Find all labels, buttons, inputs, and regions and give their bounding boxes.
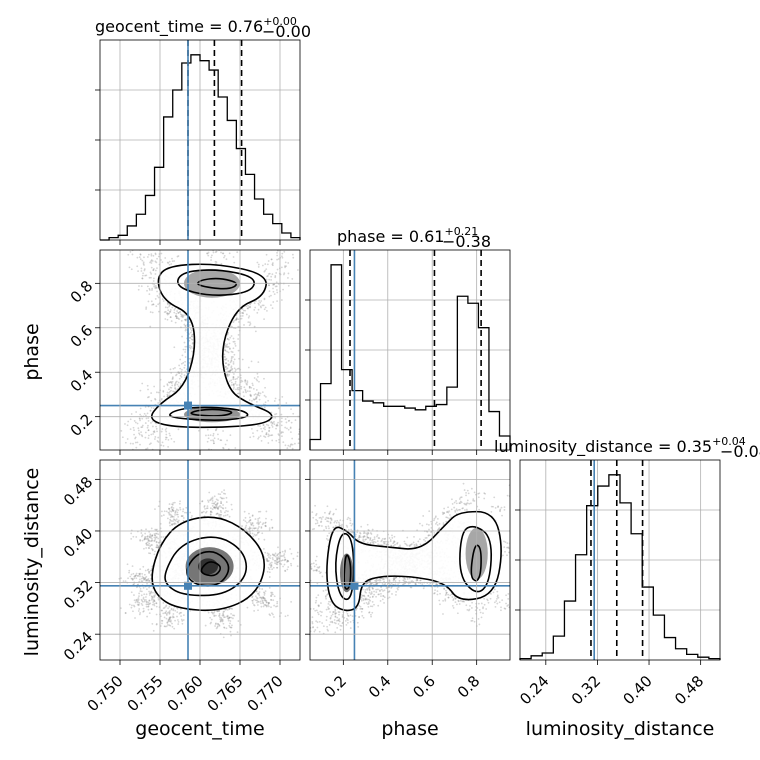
xlabel-luminosity-distance: luminosity_distance xyxy=(526,718,715,740)
x-gridlines xyxy=(342,250,478,450)
x-tick-label-phase: 0.4 xyxy=(365,672,395,702)
contour-line xyxy=(186,550,230,587)
panel-phase-vs-geocent-time: 0.2 0.4 0.6 0.8 xyxy=(67,249,301,455)
x-tick-label-geocent-time: 0.755 xyxy=(124,672,167,715)
panel-phase-hist xyxy=(305,249,511,455)
axes-frame xyxy=(519,459,721,661)
x-tick-label-geocent-time: 0.770 xyxy=(244,672,287,715)
y-gridlines xyxy=(310,478,510,635)
x-tick-label-geocent-time: 0.750 xyxy=(84,672,127,715)
title-luminosity-distance: luminosity_distance = 0.35+0.04 xyxy=(494,435,746,457)
x-tick-label-luminosity-distance: 0.24 xyxy=(516,672,552,708)
title-geocent-time: geocent_time = 0.76+0.00 xyxy=(95,15,297,37)
title-phase: phase = 0.61+0.21 xyxy=(337,225,478,246)
panel-luminosity-distance-hist: 0.24 0.32 0.40 0.48 xyxy=(515,459,721,708)
y-tick-label-luminosity-distance: 0.32 xyxy=(60,576,96,612)
panel-luminosity-distance-vs-phase: 0.2 0.4 0.6 0.8 xyxy=(305,459,511,702)
axes-frame xyxy=(309,459,511,661)
histogram-luminosity-distance xyxy=(519,474,721,660)
contour-line xyxy=(150,263,273,429)
contour-line xyxy=(190,408,233,417)
title-geocent-time-sup: +0.00 xyxy=(263,15,297,28)
contour-line xyxy=(326,510,502,612)
x-gridlines xyxy=(545,460,702,660)
x-tick-label-geocent-time: 0.765 xyxy=(204,672,247,715)
title-phase-sub: −0.38 xyxy=(442,232,491,251)
x-gridlines xyxy=(342,460,478,660)
axes-frame xyxy=(99,249,301,451)
axis-labels: geocent_time phase luminosity_distance p… xyxy=(21,323,714,740)
y-gridlines xyxy=(100,282,300,418)
ylabel-phase: phase xyxy=(21,323,43,380)
axes-frame xyxy=(99,39,301,241)
panel-geocent-time-hist xyxy=(95,39,301,245)
y-gridlines xyxy=(520,509,720,611)
title-luminosity-distance-main: luminosity_distance = 0.35 xyxy=(494,437,712,457)
contour-line xyxy=(169,406,249,421)
ylabel-luminosity-distance: luminosity_distance xyxy=(21,468,43,657)
xlabel-geocent-time: geocent_time xyxy=(135,718,264,740)
y-tick-label-phase: 0.6 xyxy=(67,321,97,351)
x-tick-label-luminosity-distance: 0.48 xyxy=(671,672,707,708)
x-tick-label-geocent-time: 0.760 xyxy=(164,672,207,715)
y-tick-label-phase: 0.8 xyxy=(67,277,97,307)
density-fill xyxy=(151,264,272,428)
truth-marker xyxy=(184,401,192,410)
y-gridlines xyxy=(100,478,300,635)
title-phase-sup: +0.21 xyxy=(444,225,478,238)
contour-line xyxy=(343,554,352,590)
title-luminosity-distance-sub: −0.04 xyxy=(720,442,760,461)
y-tick-label-luminosity-distance: 0.40 xyxy=(60,525,96,561)
axes-frame xyxy=(99,459,301,661)
histogram-phase xyxy=(309,264,511,450)
x-tick-label-luminosity-distance: 0.32 xyxy=(568,672,604,708)
histogram-geocent-time xyxy=(100,54,301,241)
y-tick-label-luminosity-distance: 0.24 xyxy=(60,628,96,664)
x-tick-label-phase: 0.8 xyxy=(454,672,484,702)
plot-area xyxy=(310,460,510,660)
title-geocent-time-main: geocent_time = 0.76 xyxy=(95,17,263,37)
truth-marker xyxy=(184,581,192,590)
contour-line xyxy=(177,269,255,296)
title-luminosity-distance-sup: +0.04 xyxy=(712,435,746,448)
x-tick-label-phase: 0.2 xyxy=(320,672,350,702)
contour-line xyxy=(200,561,222,577)
x-tick-label-luminosity-distance: 0.40 xyxy=(619,672,655,708)
titles: geocent_time = 0.76+0.00 −0.00 phase = 0… xyxy=(95,15,760,461)
x-gridlines xyxy=(119,460,281,660)
axes-frame xyxy=(309,249,511,451)
y-tick-label-phase: 0.2 xyxy=(67,410,97,440)
xlabel-phase: phase xyxy=(381,718,438,740)
x-tick-label-phase: 0.6 xyxy=(409,672,439,702)
title-phase-main: phase = 0.61 xyxy=(337,227,444,246)
y-tick-label-phase: 0.4 xyxy=(67,366,97,396)
title-geocent-time-sub: −0.00 xyxy=(262,22,311,41)
x-gridlines xyxy=(119,40,281,240)
truth-marker xyxy=(350,581,359,590)
y-tick-label-luminosity-distance: 0.48 xyxy=(60,473,96,509)
contour-line xyxy=(470,544,482,582)
y-gridlines xyxy=(310,299,510,401)
plot-area xyxy=(100,250,300,450)
